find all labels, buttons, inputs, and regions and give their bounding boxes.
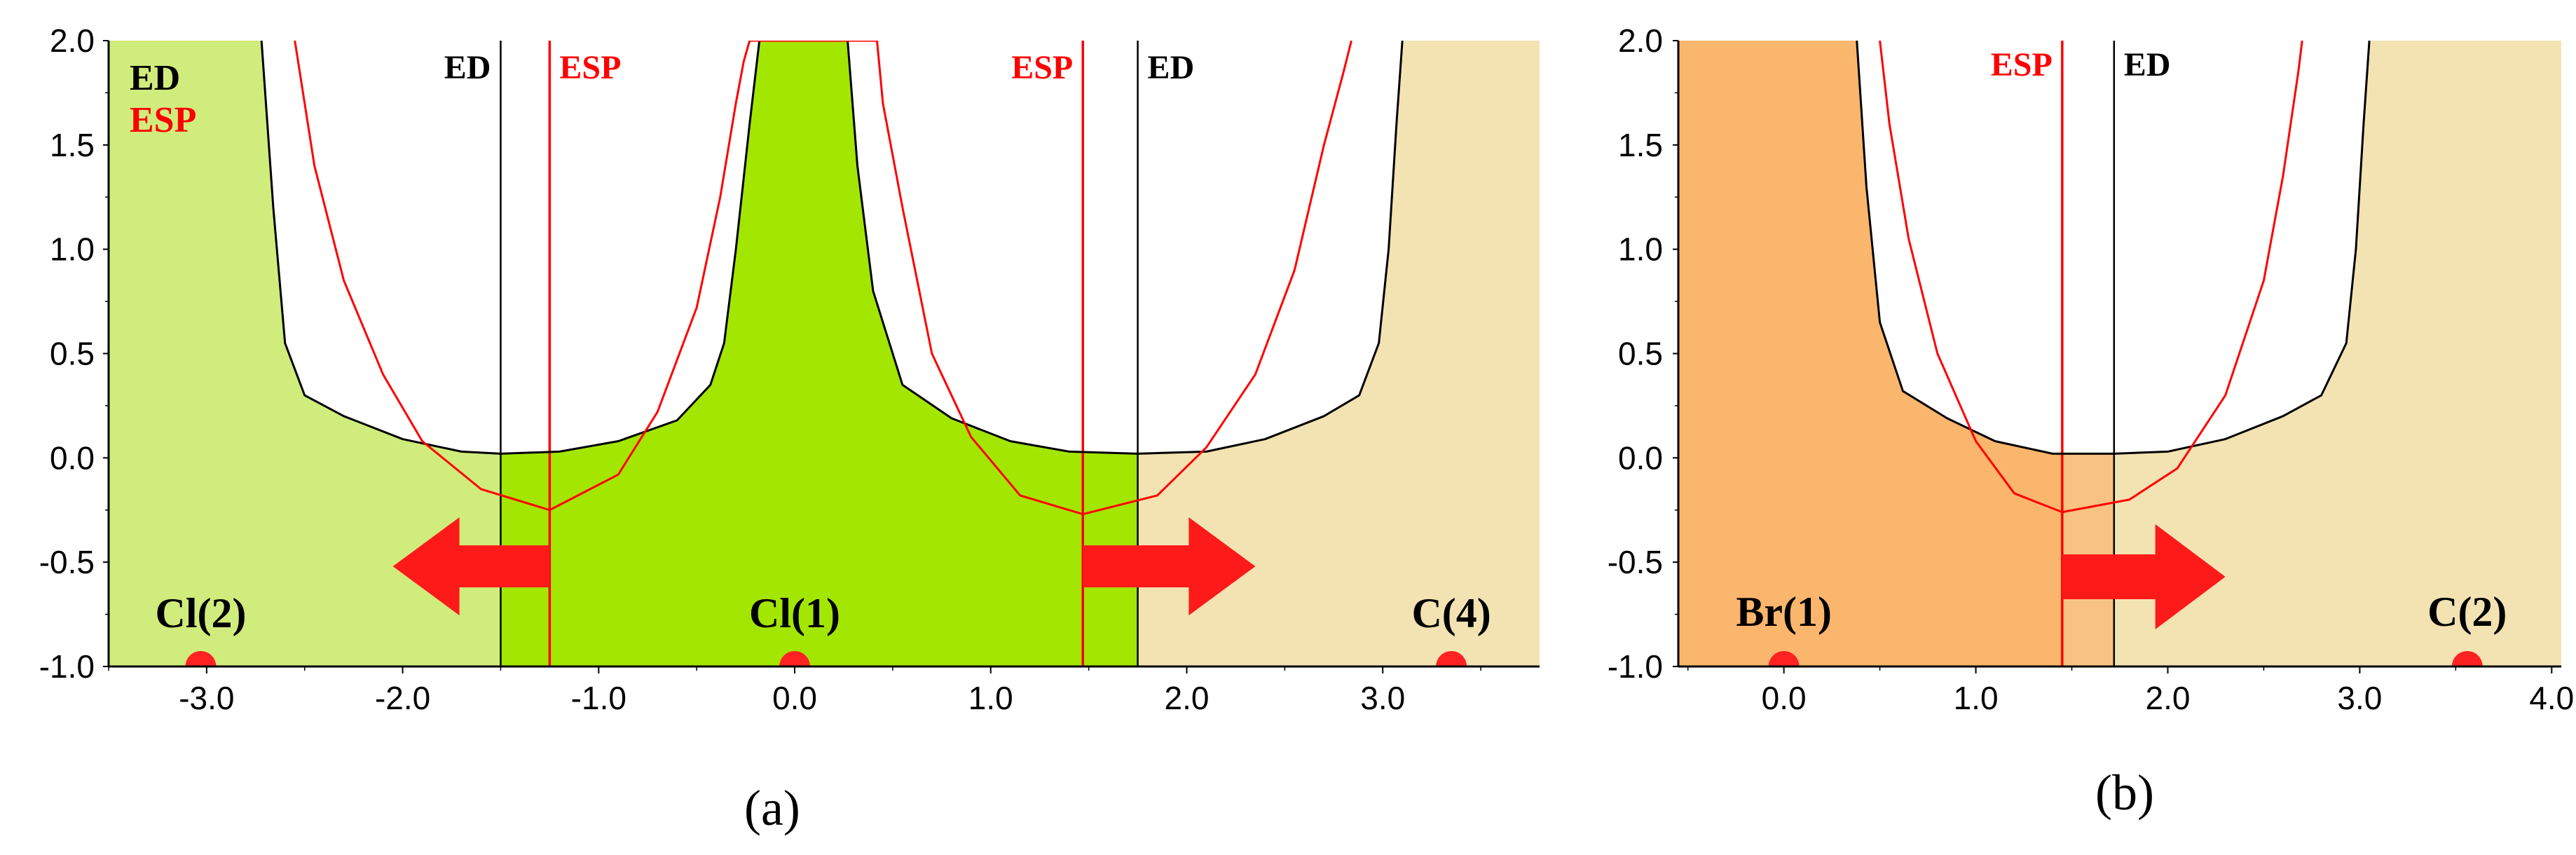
y-tick-label: 1.0 <box>50 231 95 268</box>
x-tick-label: 2.0 <box>2146 680 2191 716</box>
y-tick-label: 1.5 <box>50 127 95 163</box>
x-tick-label: -3.0 <box>179 680 234 716</box>
vline-label-ed: ED <box>2124 46 2171 83</box>
series-ed-line <box>1856 41 2371 455</box>
x-tick-label: -2.0 <box>375 680 430 716</box>
x-tick-label: 2.0 <box>1165 680 1210 716</box>
y-tick-label: 2.0 <box>1618 22 1663 59</box>
panel-b: 2.0 1.5 1.0 0.5 0.0 -0.5 -1.0 0.0 1.0 2.0 3.0 4.0 ES… <box>1608 22 2575 716</box>
atom-label: C(2) <box>2427 589 2507 635</box>
region-2 <box>2113 41 2561 666</box>
atom-dot-1 <box>779 651 811 666</box>
y-tick-label: 2.0 <box>50 22 95 59</box>
vline-label-ed: ED <box>444 49 491 86</box>
well-0 <box>261 41 760 454</box>
region-2 <box>1137 41 1540 666</box>
series-esp-line <box>294 41 1352 516</box>
atom-label: Cl(1) <box>749 590 840 636</box>
plot-area <box>109 41 1540 666</box>
arrow-0 <box>392 517 550 616</box>
x-tick-label: 3.0 <box>2337 680 2382 716</box>
y-tick-label: 1.5 <box>1618 127 1663 163</box>
series-ed-line <box>260 41 1404 455</box>
plot-area <box>1678 41 2561 666</box>
series-esp-line <box>1879 41 2303 514</box>
vline-label-esp: ESP <box>559 49 621 86</box>
arrow-1 <box>1083 517 1256 616</box>
y-tick-label: 1.0 <box>1618 231 1663 268</box>
legend-esp: ESP <box>130 100 196 140</box>
atom-dot-0 <box>1768 651 1800 666</box>
vline-label-esp: ESP <box>1011 49 1073 86</box>
x-tick-label: 0.0 <box>1762 680 1807 716</box>
vline-label-esp: ESP <box>1991 46 2053 83</box>
y-tick-label: 0.5 <box>50 336 95 372</box>
vline-label-ed: ED <box>1148 49 1195 86</box>
well-1 <box>847 41 1403 454</box>
well-0 <box>1856 41 2370 454</box>
panel-a-label: (a) <box>744 780 800 836</box>
y-tick-label: 0.0 <box>1618 439 1663 476</box>
x-tick-label: 0.0 <box>772 680 817 716</box>
arrow-0 <box>2062 524 2226 630</box>
x-tick-label: 4.0 <box>2529 680 2574 716</box>
x-tick-label: 3.0 <box>1360 680 1405 716</box>
atom-label: C(4) <box>1411 590 1491 636</box>
y-tick-label: -0.5 <box>39 544 95 580</box>
region-0 <box>109 41 501 666</box>
x-tick-label: 1.0 <box>968 680 1013 716</box>
x-tick-label: 1.0 <box>1954 680 1999 716</box>
y-tick-label: 0.0 <box>50 439 95 476</box>
y-tick-label: -0.5 <box>1608 544 1663 580</box>
y-tick-label: -1.0 <box>39 648 95 685</box>
panel-a: 2.0 1.5 1.0 0.5 0.0 -0.5 -1.0 -3.0 -2.0 -1.0 0.0 1.… <box>39 22 1540 716</box>
atom-dot-2 <box>1436 651 1467 666</box>
atom-label: Cl(2) <box>155 590 246 636</box>
y-tick-label: -1.0 <box>1608 648 1663 685</box>
atom-dot-0 <box>185 651 217 666</box>
x-tick-label: -1.0 <box>571 680 626 716</box>
region-1 <box>500 41 1138 666</box>
panel-b-label: (b) <box>2095 765 2154 821</box>
region-0 <box>1678 41 2062 666</box>
legend-ed: ED <box>130 58 180 98</box>
y-tick-label: 0.5 <box>1618 336 1663 372</box>
atom-label: Br(1) <box>1736 589 1832 635</box>
atom-dot-1 <box>2451 651 2483 666</box>
